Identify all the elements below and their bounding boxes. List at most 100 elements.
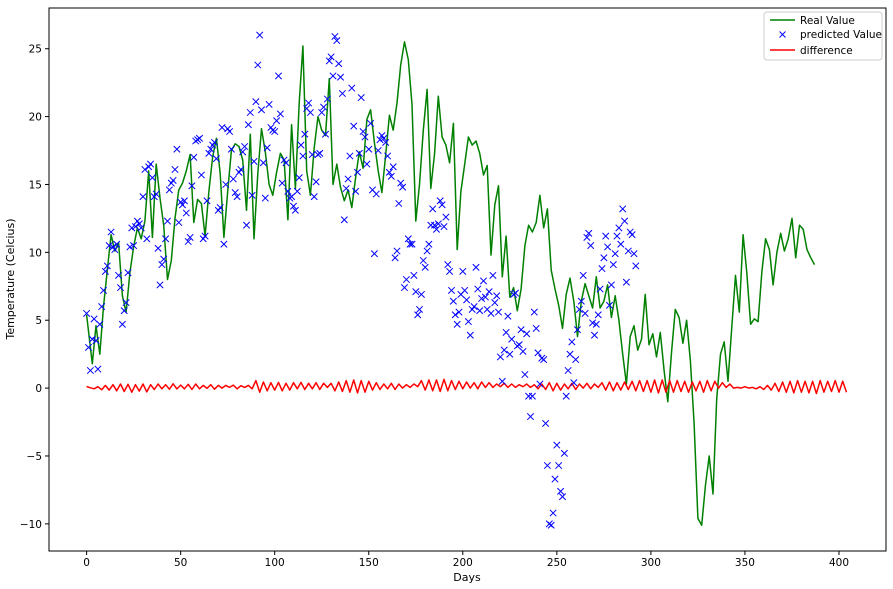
predicted-point: [419, 256, 427, 265]
predicted-point: [395, 199, 403, 208]
predicted-point: [310, 193, 318, 201]
legend: Real Value predicted Value difference: [763, 11, 883, 61]
predicted-point: [534, 349, 542, 357]
predicted-point: [404, 235, 412, 243]
y-tick-label: 0: [35, 383, 42, 395]
predicted-point: [246, 108, 254, 117]
predicted-point: [504, 312, 512, 320]
predicted-point: [184, 237, 192, 246]
predicted-point: [169, 176, 177, 184]
predicted-point: [295, 174, 303, 182]
predicted-point: [532, 324, 540, 332]
predicted-point: [461, 286, 469, 294]
predicted-point: [412, 288, 420, 296]
predicted-point: [361, 133, 369, 141]
x-axis-ticks: 0 50 100 150 200 250 300 350 400: [83, 551, 849, 569]
predicted-point: [594, 311, 602, 319]
predicted-point: [494, 308, 503, 316]
predicted-point: [124, 269, 132, 277]
predicted-point: [632, 262, 640, 270]
predicted-point: [557, 487, 565, 495]
legend-predicted-value-label: predicted Value: [800, 29, 882, 41]
predicted-point: [120, 307, 128, 315]
y-tick-label: 15: [29, 179, 42, 191]
predicted-point: [609, 261, 617, 269]
predicted-point: [592, 320, 600, 328]
predicted-point: [402, 275, 410, 284]
predicted-point: [259, 159, 267, 167]
predicted-point: [502, 328, 510, 336]
predicted-point: [321, 130, 330, 138]
predicted-point: [602, 232, 610, 240]
predicted-point: [391, 254, 399, 262]
predicted-point: [203, 197, 211, 205]
predicted-point: [558, 493, 567, 501]
predicted-point: [372, 190, 380, 198]
predicted-point: [84, 343, 93, 351]
predicted-point: [329, 72, 337, 80]
predicted-point: [152, 190, 160, 198]
predicted-point: [135, 220, 143, 228]
predicted-point: [621, 217, 629, 225]
predicted-point: [141, 165, 149, 174]
predicted-point: [491, 299, 499, 307]
predicted-point: [617, 240, 625, 248]
predicted-point: [288, 193, 296, 201]
predicted-point: [180, 197, 188, 205]
predicted-point: [291, 206, 299, 214]
predicted-point: [94, 365, 102, 373]
predicted-point: [590, 331, 599, 339]
legend-difference-label: difference: [800, 45, 853, 57]
y-tick-label: 25: [29, 44, 42, 56]
predicted-point: [615, 224, 623, 232]
predicted-point: [431, 221, 439, 229]
predicted-point: [464, 318, 472, 326]
legend-predicted-value-swatch: [779, 31, 786, 38]
predicted-point: [573, 326, 582, 334]
predicted-point: [587, 242, 595, 250]
predicted-point: [429, 205, 437, 213]
predicted-point: [148, 174, 156, 182]
predicted-point: [308, 151, 316, 159]
predicted-point: [226, 127, 234, 136]
predicted-point: [201, 232, 209, 240]
predicted-point: [96, 320, 104, 328]
predicted-point: [442, 213, 450, 221]
predicted-point: [410, 271, 418, 279]
predicted-point: [207, 145, 215, 153]
predicted-point: [197, 171, 205, 179]
predicted-point: [352, 187, 360, 195]
predicted-point: [342, 184, 350, 193]
predicted-point: [575, 305, 583, 313]
predicted-point: [254, 61, 262, 69]
predicted-point: [88, 335, 96, 343]
predicted-point: [218, 123, 226, 132]
predicted-point: [453, 320, 461, 328]
predicted-point: [447, 286, 456, 294]
predicted-point: [331, 32, 339, 41]
predicted-point: [182, 209, 190, 217]
predicted-point: [165, 186, 173, 194]
predicted-point: [572, 356, 580, 364]
predicted-point: [553, 441, 561, 449]
predicted-point: [598, 265, 606, 273]
predicted-point: [489, 271, 497, 279]
predicted-point: [90, 315, 98, 323]
predicted-point: [244, 121, 252, 129]
predicted-point: [551, 475, 559, 483]
predicted-point: [338, 89, 346, 98]
predicted-point: [98, 303, 106, 311]
predicted-point: [241, 142, 249, 151]
predicted-point: [498, 377, 506, 385]
predicted-point: [195, 134, 204, 142]
predicted-point: [116, 284, 125, 292]
predicted-point: [560, 449, 568, 457]
predicted-point: [210, 138, 219, 146]
predicted-point: [370, 250, 378, 258]
predicted-point: [222, 180, 230, 189]
predicted-point: [566, 350, 574, 358]
predicted-point: [154, 244, 162, 252]
predicted-point: [346, 152, 354, 160]
predicted-point: [131, 223, 140, 231]
predicted-value-markers: [83, 31, 640, 529]
